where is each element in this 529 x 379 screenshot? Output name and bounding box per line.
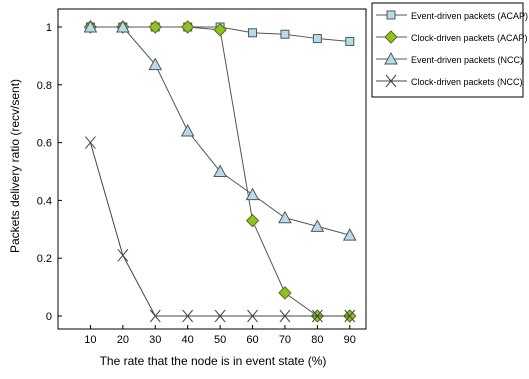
legend-label: Event-driven packets (ACAP) <box>411 11 528 21</box>
marker-stroke <box>344 309 356 323</box>
marker-stroke <box>311 309 323 323</box>
marker-stroke <box>117 248 129 262</box>
data-point <box>83 19 98 33</box>
legend-item: Event-driven packets (ACAP) <box>376 10 528 21</box>
data-point <box>245 213 260 228</box>
x-tick-label: 10 <box>84 334 96 346</box>
y-tick-label: 0.8 <box>37 80 52 92</box>
data-point <box>310 219 325 232</box>
x-tick-label: 90 <box>344 334 356 346</box>
legend-swatch-marker <box>384 51 398 65</box>
x-tick-label: 20 <box>117 334 129 346</box>
marker-stroke <box>85 136 96 149</box>
legend-swatch-marker <box>385 74 397 88</box>
data-point <box>148 20 162 34</box>
x-tick-label: 40 <box>182 334 194 346</box>
data-point <box>278 210 292 224</box>
y-tick-label: 0.6 <box>37 138 52 150</box>
data-point <box>245 187 260 201</box>
data-point <box>117 248 129 262</box>
data-point <box>342 228 357 241</box>
marker-stroke <box>149 309 161 323</box>
plot-frame <box>57 8 367 330</box>
data-point <box>344 309 356 323</box>
series-layer <box>83 19 357 323</box>
data-point <box>247 309 258 323</box>
data-point <box>182 309 194 323</box>
data-point <box>312 34 322 44</box>
data-point <box>279 309 291 323</box>
x-axis-label: The rate that the node is in event state… <box>100 354 327 368</box>
marker-stroke <box>182 309 194 323</box>
series-triangle <box>83 19 357 241</box>
x-axis-ticks: 10 20 30 40 50 60 70 80 90 <box>84 325 356 346</box>
legend: Event-driven packets (ACAP) Clock-driven … <box>371 2 528 98</box>
data-point <box>345 36 355 46</box>
x-tick-label: 60 <box>246 334 258 346</box>
y-axis-label: Packets delivery ratio (recv/sent) <box>8 79 22 253</box>
legend-swatch-marker <box>384 30 398 44</box>
y-tick-label: 0.2 <box>37 253 52 265</box>
x-tick-label: 80 <box>311 334 323 346</box>
legend-item: Event-driven packets (NCC) <box>376 51 523 65</box>
legend-swatch-marker <box>386 10 396 20</box>
series-line <box>90 26 350 236</box>
y-tick-label: 1 <box>46 22 52 34</box>
x-tick-label: 50 <box>214 334 226 346</box>
marker-stroke <box>214 309 226 323</box>
data-point <box>213 23 227 37</box>
data-point <box>213 164 227 177</box>
legend-label: Clock-driven packets (ACAP) <box>411 33 528 43</box>
data-point <box>115 19 130 33</box>
data-point <box>311 309 323 323</box>
data-point <box>280 29 290 39</box>
marker-stroke <box>385 74 397 88</box>
x-tick-label: 30 <box>149 334 161 346</box>
data-point <box>180 20 195 34</box>
data-point <box>248 28 258 38</box>
legend-item: Clock-driven packets (NCC) <box>376 74 523 88</box>
legend-item: Clock-driven packets (ACAP) <box>376 30 528 44</box>
data-point <box>149 309 161 323</box>
data-point <box>180 123 195 137</box>
data-point <box>278 286 292 300</box>
legend-label: Clock-driven packets (NCC) <box>411 77 523 87</box>
series-x <box>85 136 356 323</box>
legend-label: Event-driven packets (NCC) <box>411 55 523 65</box>
legend-items: Event-driven packets (ACAP) Clock-driven … <box>376 10 528 88</box>
marker-stroke <box>247 309 258 323</box>
y-tick-label: 0.4 <box>37 195 52 207</box>
data-point <box>148 57 163 71</box>
x-tick-label: 70 <box>279 334 291 346</box>
y-axis-ticks: 0 0.2 0.4 0.6 0.8 1 <box>37 22 62 323</box>
data-point <box>85 136 96 149</box>
y-tick-label: 0 <box>46 311 52 323</box>
marker-stroke <box>279 309 291 323</box>
data-point <box>214 309 226 323</box>
